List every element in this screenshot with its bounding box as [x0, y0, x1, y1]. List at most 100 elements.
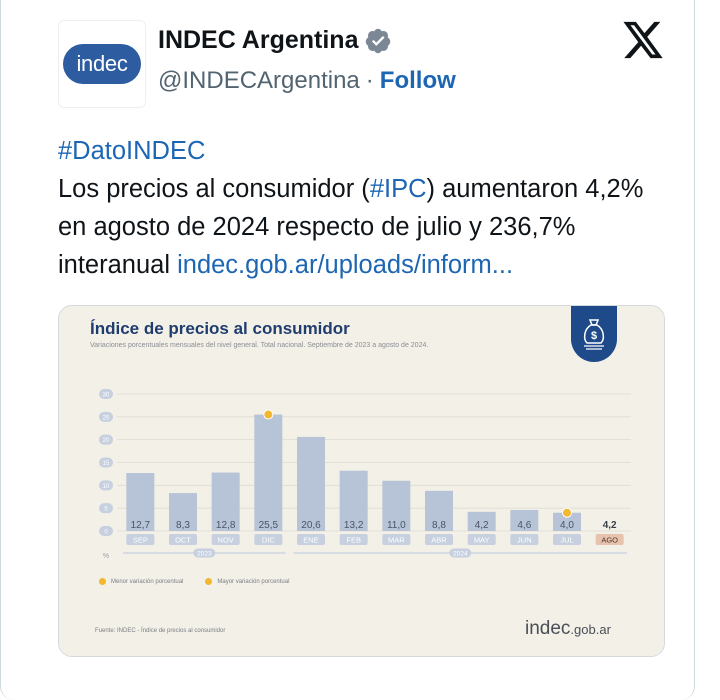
indec-shield-badge: $ [571, 306, 617, 362]
infographic-subtitle: Variaciones porcentuales mensuales del n… [90, 342, 429, 349]
y-tick-pill [99, 434, 113, 445]
month-pill [254, 534, 283, 545]
bar [510, 509, 539, 531]
month-label: OCT [175, 536, 191, 545]
svg-text:$: $ [591, 330, 597, 342]
bar-value-label: 12,8 [216, 520, 236, 531]
month-pill [425, 534, 453, 545]
month-pill [595, 534, 624, 545]
logo-main: indec [525, 618, 571, 639]
hashtag-datoindec[interactable]: #DatoINDEC [58, 137, 206, 165]
bar-value-label: 13,2 [344, 520, 364, 531]
verified-badge-icon [366, 28, 391, 53]
legend-min-marker [99, 578, 106, 585]
legend-max-marker [205, 578, 213, 585]
month-label: NOV [218, 536, 234, 545]
bar-value-label: 8,8 [432, 520, 446, 531]
y-tick-pill [99, 503, 113, 514]
month-pill [467, 534, 496, 545]
bar [126, 473, 155, 531]
y-unit-label: % [103, 553, 109, 560]
month-pill [126, 534, 155, 545]
y-tick-label: 20 [103, 438, 110, 444]
month-pill [211, 534, 240, 545]
y-tick-label: 5 [104, 507, 108, 513]
indec-footer-logo: indec.gob.ar [525, 618, 611, 640]
y-tick-pill [99, 411, 113, 422]
month-pill [297, 534, 325, 545]
bar-value-label: 8,3 [176, 520, 190, 531]
y-tick-label: 10 [103, 484, 110, 490]
tweet-card: indec INDEC Argentina @INDECArgentina · Fo… [0, 0, 695, 700]
month-pill [169, 534, 197, 545]
y-tick-label: 30 [103, 393, 110, 399]
month-pill [510, 534, 539, 545]
chart-legend: Menor variación porcentual Mayor variaci… [99, 578, 289, 585]
month-pill [339, 534, 368, 545]
month-label: FEB [346, 536, 361, 545]
hashtag-ipc[interactable]: #IPC [369, 175, 427, 203]
avatar-logo: indec [63, 44, 141, 84]
year-pill [449, 548, 472, 558]
month-label: ENE [303, 536, 318, 545]
bar [169, 493, 197, 531]
bar-value-label: 20,6 [301, 520, 321, 531]
y-tick-pill [99, 526, 113, 536]
legend-min-label: Menor variación porcentual [111, 578, 184, 585]
ipc-bar-chart: 0 5 10 15 20 25 30% 12,7 SEP 8,3 OCT 12,8 NOV 25,5 DIC… [99, 389, 631, 560]
legend-max: Mayor variación porcentual [205, 578, 289, 585]
legend-max-label: Mayor variación porcentual [217, 578, 290, 585]
bar-value-label: 4,0 [560, 520, 574, 531]
bar [425, 490, 453, 531]
bar-value-label: 12,7 [131, 520, 151, 531]
bar [339, 470, 368, 531]
x-logo-icon[interactable] [621, 20, 665, 60]
month-label: ABR [431, 536, 447, 545]
ipc-infographic: Índice de precios al consumidor Variacio… [59, 306, 664, 656]
bar-value-label: 11,0 [387, 520, 406, 531]
follow-button[interactable]: Follow [379, 67, 456, 94]
account-handle[interactable]: @INDECArgentina [158, 67, 360, 94]
tweet-text-part1: Los precios al consumidor ( [58, 175, 370, 203]
avatar[interactable]: indec [58, 20, 146, 108]
month-pill [553, 534, 581, 545]
bar-value-label: 4,2 [475, 520, 489, 531]
month-label: DIC [262, 536, 276, 545]
tweet-link[interactable]: indec.gob.ar/uploads/inform... [177, 251, 514, 279]
account-name[interactable]: INDEC Argentina [158, 26, 359, 54]
tweet-text: #DatoINDEC Los precios al consumidor (#I… [58, 132, 678, 284]
year-pill [193, 548, 216, 558]
bar [297, 436, 325, 531]
bar [254, 414, 283, 531]
tweet-media[interactable]: Índice de precios al consumidor Variacio… [58, 305, 665, 657]
handle-row: @INDECArgentina · Follow [158, 67, 456, 95]
bar [382, 480, 411, 531]
separator-dot: · [365, 67, 374, 94]
month-label: JUN [517, 536, 532, 545]
month-label: SEP [133, 536, 148, 545]
infographic-title: Índice de precios al consumidor [90, 319, 350, 338]
y-tick-label: 0 [104, 530, 108, 536]
y-tick-label: 25 [103, 415, 110, 421]
tweet-text-part2: ) aumentaron 4,2% en agosto de 2024 resp… [58, 175, 644, 279]
y-tick-label: 15 [103, 461, 110, 467]
month-label: JUL [560, 536, 573, 545]
bar [211, 472, 240, 531]
logo-suffix: .gob.ar [570, 622, 611, 637]
y-tick-pill [99, 457, 113, 468]
marker-dot [263, 409, 274, 420]
month-pill [382, 534, 411, 545]
bar [553, 512, 581, 531]
money-bag-icon: $ [583, 319, 605, 350]
y-tick-pill [99, 480, 113, 491]
bar-value-label: 4,6 [517, 520, 531, 531]
month-label: MAY [474, 536, 490, 545]
marker-dot [562, 507, 572, 518]
infographic-source: Fuente: INDEC - Índice de precios al con… [95, 628, 226, 634]
account-name-row[interactable]: INDEC Argentina [158, 26, 392, 55]
bar-value-label: 4,2 [603, 520, 617, 531]
year-label: 2024 [453, 551, 468, 558]
y-tick-pill [99, 389, 113, 399]
bar [467, 511, 496, 531]
bar-value-label: 25,5 [259, 520, 279, 531]
